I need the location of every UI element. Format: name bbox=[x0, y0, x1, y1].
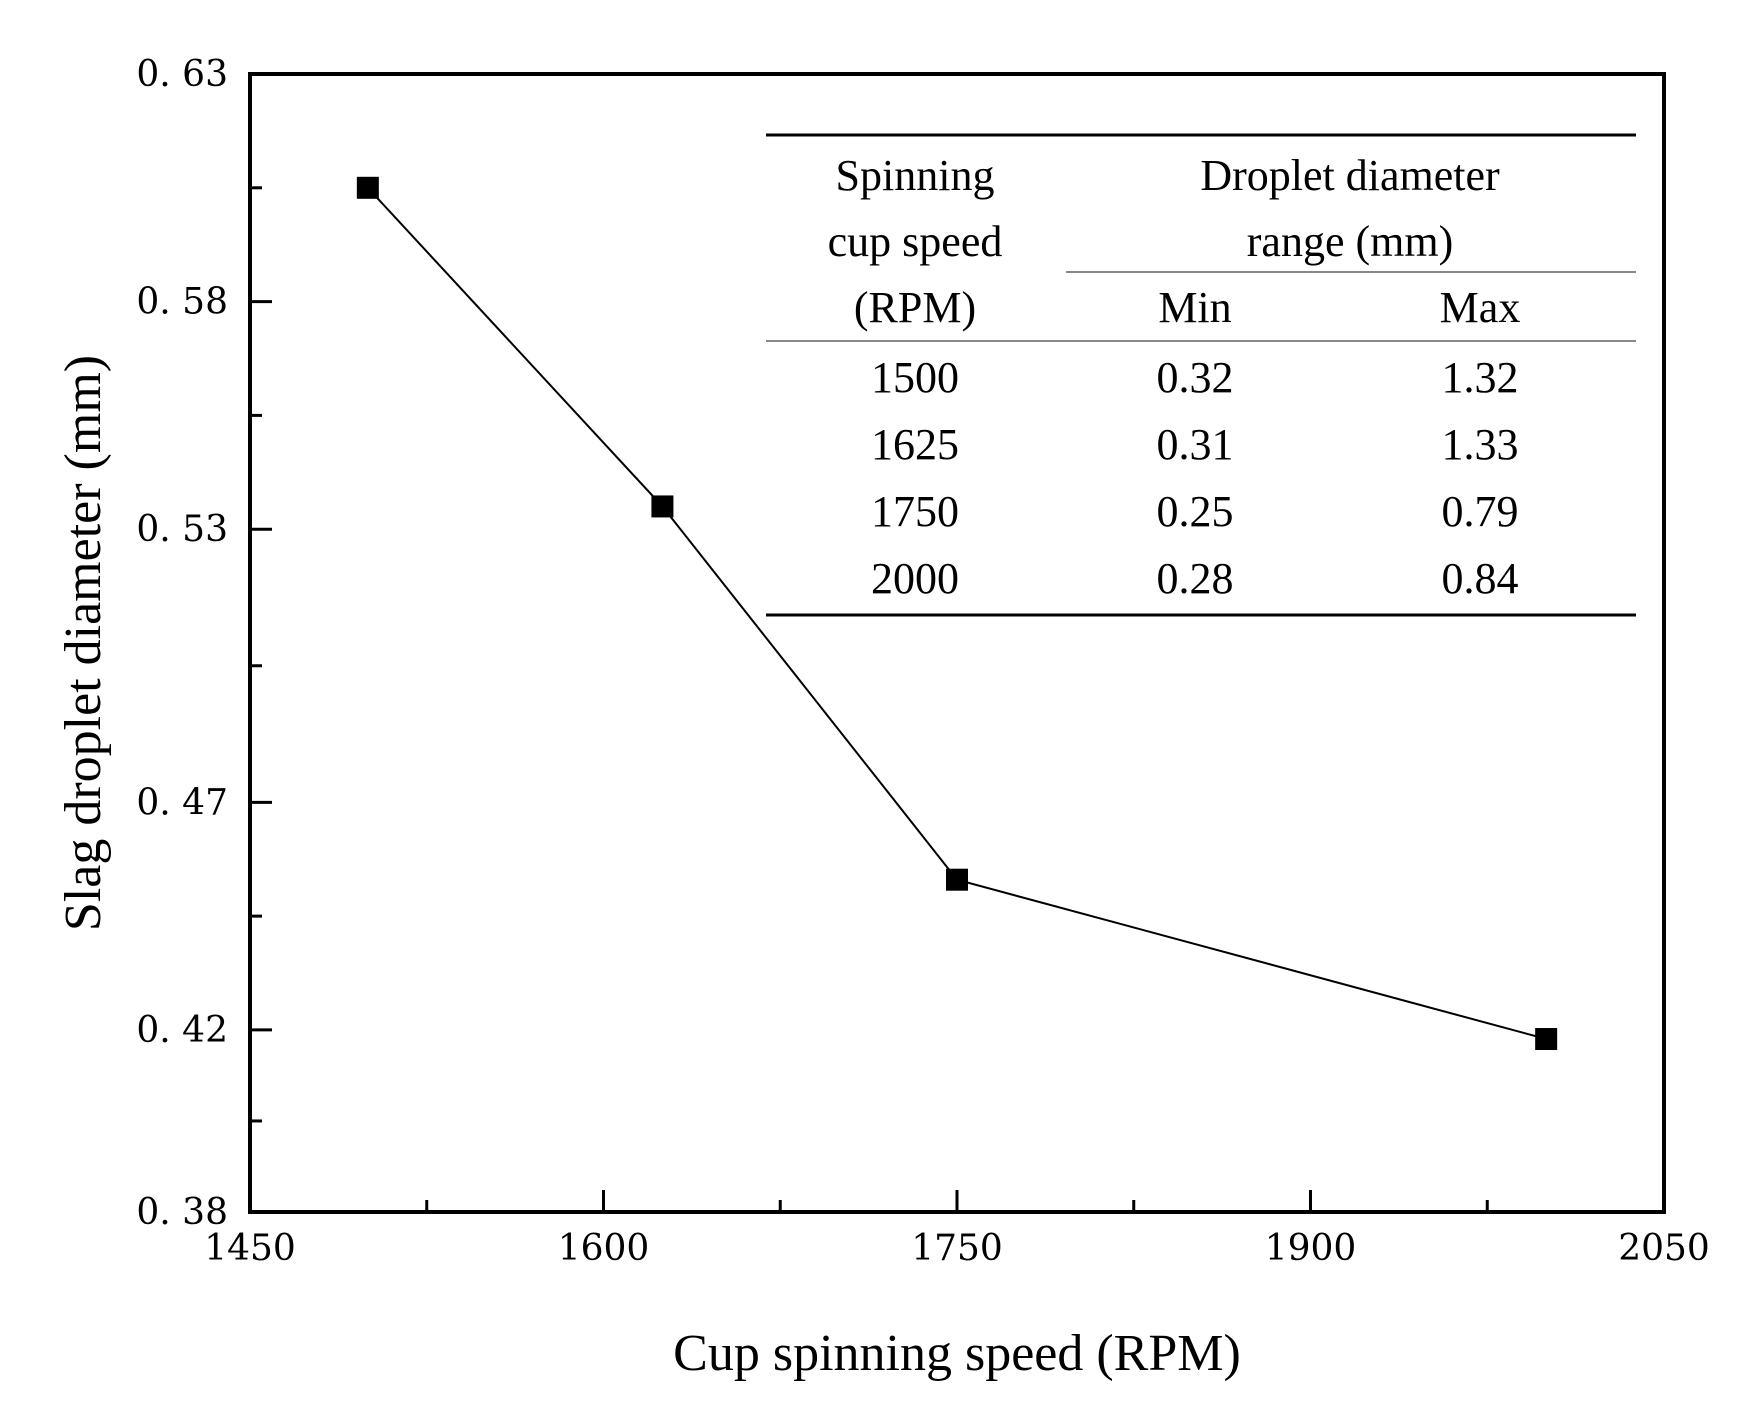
table-cell: 1.32 bbox=[1442, 353, 1519, 402]
table-header-speed-line-1: Spinning bbox=[836, 151, 995, 200]
y-tick-label: 0. 47 bbox=[136, 782, 228, 823]
data-point bbox=[946, 868, 968, 891]
table-subheader-max: Max bbox=[1440, 283, 1521, 332]
data-point bbox=[651, 495, 674, 518]
x-tick-label: 1600 bbox=[558, 1228, 650, 1269]
table-cell: 1500 bbox=[871, 353, 959, 402]
axis-tick-labels: 1450 1600 1750 1900 2050 0. 38 0. 42 0. 47 0. 53… bbox=[136, 54, 1709, 1269]
inset-table: Spinning cup speed (RPM) Droplet diamete… bbox=[766, 133, 1636, 617]
y-tick-label: 0. 58 bbox=[136, 282, 228, 323]
table-cell: 0.32 bbox=[1157, 353, 1234, 402]
series-line bbox=[367, 187, 1547, 1040]
x-tick-label: 1750 bbox=[911, 1228, 1003, 1269]
table-subheader-min: Min bbox=[1158, 283, 1231, 332]
table-cell: 1750 bbox=[871, 487, 959, 536]
table-cell: 0.79 bbox=[1442, 487, 1519, 536]
axis-ticks bbox=[248, 72, 1666, 1214]
table-cell: 2000 bbox=[871, 554, 959, 603]
table-cell: 1625 bbox=[871, 420, 959, 469]
series-layer bbox=[356, 176, 1558, 1051]
y-tick-label: 0. 42 bbox=[136, 1010, 228, 1051]
table-cell: 0.25 bbox=[1157, 487, 1234, 536]
table-cell: 0.28 bbox=[1157, 554, 1234, 603]
x-tick-label: 1450 bbox=[204, 1228, 296, 1269]
y-tick-label: 0. 53 bbox=[136, 509, 228, 550]
table-header-speed-line-3: (RPM) bbox=[854, 283, 976, 332]
table-cell: 0.84 bbox=[1442, 554, 1519, 603]
table-header-speed-line-2: cup speed bbox=[828, 217, 1003, 266]
table-cell: 1.33 bbox=[1442, 420, 1519, 469]
x-tick-label: 2050 bbox=[1618, 1228, 1710, 1269]
table-cell: 0.31 bbox=[1157, 420, 1234, 469]
x-axis-title: Cup spinning speed (RPM) bbox=[673, 1325, 1241, 1382]
data-point bbox=[1535, 1028, 1558, 1051]
y-tick-label: 0. 63 bbox=[136, 54, 228, 95]
x-tick-label: 1900 bbox=[1265, 1228, 1357, 1269]
y-axis-title: Slag droplet diameter (mm) bbox=[55, 355, 112, 931]
data-point bbox=[356, 176, 379, 199]
y-tick-label: 0. 38 bbox=[136, 1192, 228, 1233]
table-header-range-line-2: range (mm) bbox=[1247, 217, 1453, 266]
table-header-range-line-1: Droplet diameter bbox=[1200, 151, 1500, 200]
